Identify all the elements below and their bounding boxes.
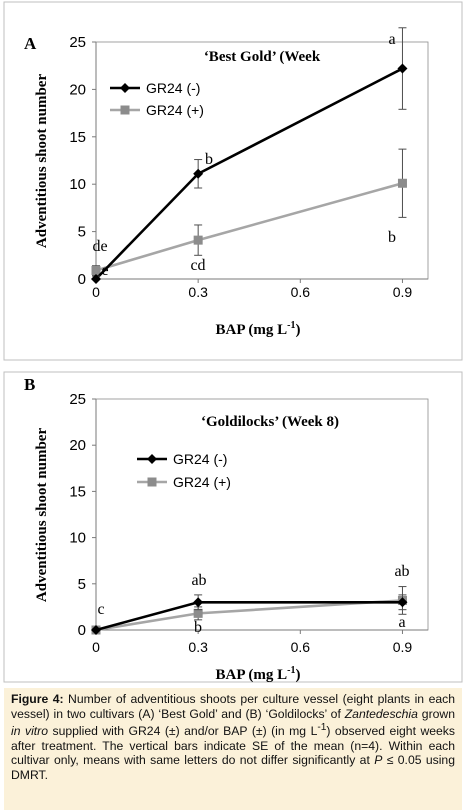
data-point — [193, 608, 203, 618]
y-tick-label: 15 — [69, 129, 86, 146]
y-tick-label: 10 — [69, 530, 86, 547]
data-point — [193, 168, 204, 179]
series-gr24-plus: de cd b — [91, 148, 407, 276]
legend-label: GR24 (-) — [173, 451, 227, 467]
panel-label: A — [24, 34, 37, 53]
x-tick-label: 0.9 — [393, 284, 413, 300]
chart-panel-b: 0 5 10 15 20 25 0 0.3 0.6 0.9 B ‘Goldilocks’ (Week … — [3, 371, 463, 683]
x-tick-label: 0 — [92, 639, 100, 655]
data-point — [193, 235, 203, 245]
data-point — [193, 597, 204, 608]
y-tick-label: 15 — [69, 483, 86, 500]
legend: GR24 (-) GR24 (+) — [137, 451, 231, 490]
x-tick-label: 0.6 — [291, 639, 311, 655]
legend-marker — [147, 477, 157, 487]
legend: GR24 (-) GR24 (+) — [110, 80, 204, 118]
significance-letter: e — [101, 262, 108, 279]
y-tick-label: 25 — [69, 391, 86, 408]
x-axis-title-close: ) — [296, 322, 301, 338]
y-tick-label: 20 — [69, 81, 86, 98]
legend-label: GR24 (-) — [146, 80, 200, 96]
y-axis-title: Adventitious shoot number — [34, 74, 50, 249]
chart-title: ‘Goldilocks’ (Week 8) — [201, 414, 339, 430]
y-axis-title: Adventitious shoot number — [34, 428, 50, 603]
significance-letter: a — [398, 614, 405, 631]
data-point — [397, 178, 407, 188]
caption-sup: -1 — [317, 722, 327, 734]
legend-marker — [120, 105, 130, 115]
caption-label: Figure 4: — [11, 692, 64, 706]
significance-letter: c — [97, 601, 104, 618]
significance-letter: ab — [191, 572, 206, 589]
legend-label: GR24 (+) — [146, 102, 204, 118]
significance-letter: b — [205, 151, 213, 168]
legend-label: GR24 (+) — [173, 474, 231, 490]
significance-letter: b — [388, 229, 396, 246]
caption-text-4: ) observed eight weeks after treatment. … — [11, 724, 455, 768]
chart-title: ‘Best Gold’ (Week — [204, 49, 321, 65]
legend-marker — [120, 83, 130, 93]
series-gr24-minus: c ab a — [91, 572, 408, 635]
caption-text-3: supplied with GR24 (±) and/or BAP (±) (i… — [48, 724, 318, 739]
data-point — [397, 597, 408, 608]
caption-text-1: Number of adventitious shoots per cultur… — [11, 692, 455, 721]
x-axis-title-sup: -1 — [287, 320, 295, 331]
panel-label: B — [24, 375, 35, 394]
y-tick-label: 0 — [78, 622, 86, 639]
x-tick-label: 0.3 — [188, 639, 208, 655]
y-tick-label: 5 — [78, 576, 86, 593]
x-axis-title-sup: -1 — [287, 665, 295, 676]
significance-letter: ab — [394, 563, 409, 580]
y-tick-label: 25 — [69, 34, 86, 51]
x-axis-title: BAP (mg L-1) — [215, 320, 300, 338]
legend-marker — [147, 454, 157, 464]
figure-caption: Figure 4: Number of adventitious shoots … — [4, 688, 462, 810]
caption-genus: Zantedeschia — [344, 706, 418, 721]
caption-text-2: grown — [417, 706, 455, 721]
x-axis-title-text: BAP (mg L — [215, 322, 287, 338]
chart-frame — [3, 1, 463, 361]
y-tick-label: 10 — [69, 176, 86, 193]
series-gr24-minus: e b a — [91, 27, 408, 284]
x-tick-label: 0 — [92, 284, 100, 300]
data-point — [91, 265, 101, 275]
y-tick-label: 5 — [78, 224, 86, 241]
significance-letter: cd — [190, 257, 205, 274]
data-point — [397, 63, 408, 74]
chart-panel-a: 0 5 10 15 20 25 0 0.3 0.6 0.9 A ‘Best Gold’ (Week BA… — [3, 1, 463, 361]
significance-letter: a — [388, 31, 395, 48]
x-axis-title-close: ) — [296, 667, 301, 683]
x-axis-title: BAP (mg L-1) — [215, 665, 300, 683]
y-tick-label: 20 — [69, 437, 86, 454]
caption-in-vitro: in vitro — [11, 724, 48, 739]
caption-p: P — [374, 753, 383, 768]
x-axis-title-text: BAP (mg L — [215, 667, 287, 683]
significance-letter: b — [194, 619, 202, 636]
x-tick-label: 0.9 — [393, 639, 413, 655]
caption-text-5: ≤ 0.05 using DMRT. — [11, 753, 455, 783]
data-point — [91, 625, 101, 635]
significance-letter: de — [92, 238, 107, 255]
x-tick-label: 0.3 — [188, 284, 208, 300]
data-point — [91, 274, 101, 284]
y-tick-label: 0 — [78, 271, 86, 288]
x-tick-label: 0.6 — [291, 284, 311, 300]
